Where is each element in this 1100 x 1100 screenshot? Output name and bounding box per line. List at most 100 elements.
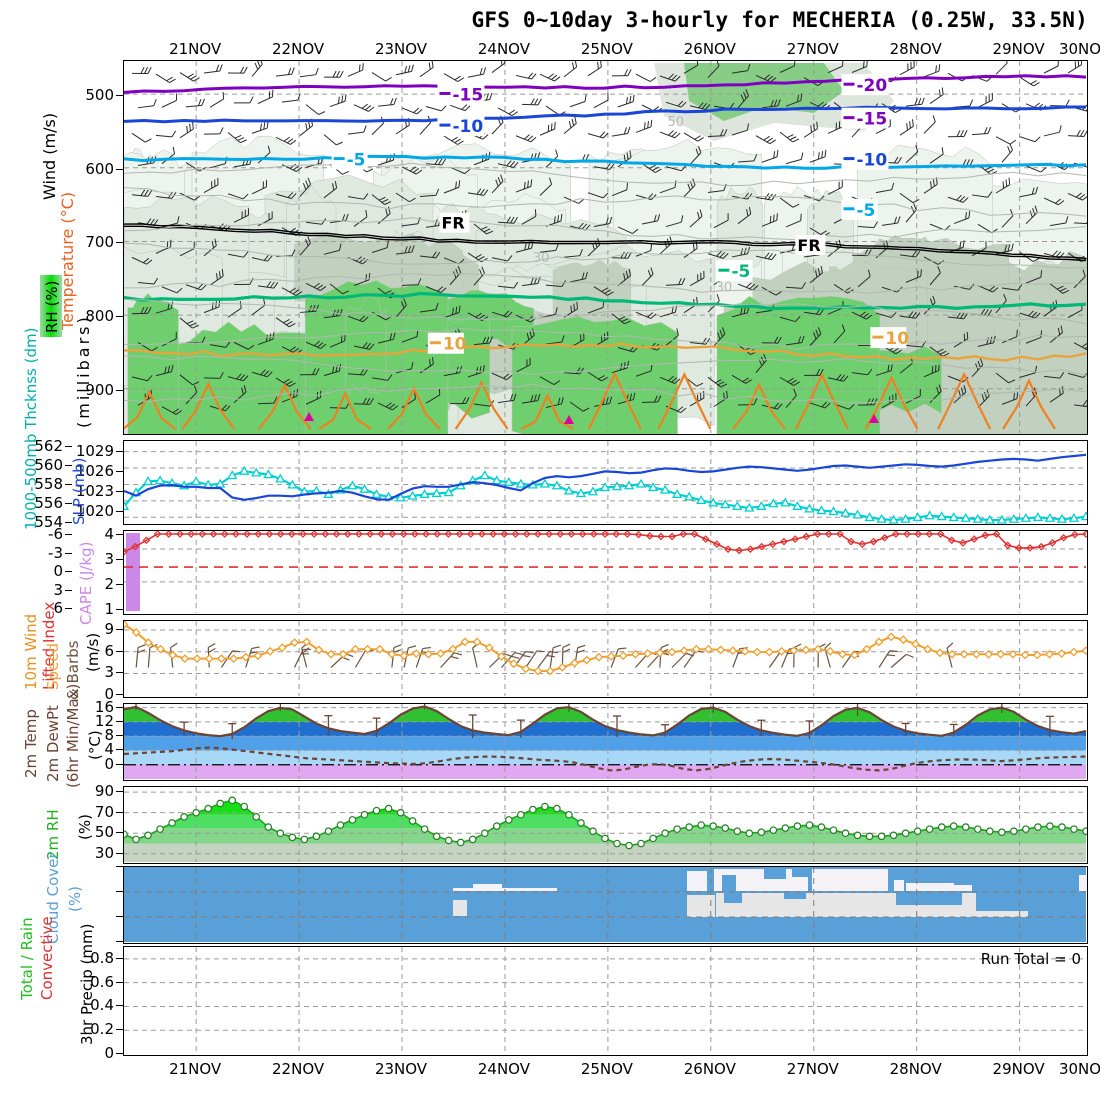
axis-tick: 0	[104, 684, 114, 703]
upper-air-caption-rh: RH (%)	[40, 275, 62, 337]
axis-tick: 8	[104, 726, 114, 745]
date-tick-24nov: 24NOV	[477, 1060, 530, 1078]
upper-air-y-ticks: 500 600 700 800 900	[0, 62, 123, 434]
date-tick-21nov: 21NOV	[169, 1060, 222, 1078]
date-tick-23nov: 23NOV	[374, 40, 428, 58]
date-tick-25nov: 25NOV	[580, 1060, 633, 1078]
axis-tick: 560	[34, 456, 63, 474]
top-date-axis: 21NOV 22NOV 23NOV 24NOV 25NOV 26NOV 27NOV 28NOV…	[123, 40, 1100, 58]
cloud-cover-y-caption: (%)	[66, 886, 84, 912]
precip-y-ticks: 0.8 0.6 0.4 0.2 0	[0, 946, 123, 1062]
svg-text:30: 30	[716, 281, 733, 296]
slp-caption: SLP (mb)	[70, 457, 88, 525]
svg-text:-20: -20	[857, 76, 888, 96]
precip-y-caption: 3hr Precip (mm)	[78, 923, 96, 1045]
svg-text:10: 10	[443, 335, 467, 355]
upper-air-caption-wind: Wind (m/s)	[40, 112, 59, 200]
date-tick-21nov: 21NOV	[169, 40, 222, 58]
svg-text:10: 10	[885, 329, 909, 349]
minmax-caption: (6hr Min/Max)	[64, 683, 82, 788]
thickness-caption: 1000-500mb Thcknss (dm)	[22, 327, 40, 530]
date-tick-26nov: 26NOV	[683, 40, 736, 58]
svg-text:-5: -5	[731, 262, 750, 282]
axis-tick: 2	[104, 575, 114, 593]
axis-tick: 0	[104, 1044, 114, 1062]
cloud-row-tick	[116, 866, 123, 867]
axis-tick: 558	[34, 475, 63, 493]
axis-tick: 6	[53, 599, 63, 617]
svg-text:-10: -10	[857, 151, 888, 171]
upper-air-panel[interactable]: -15 -10 -5 -20 -15 -10 -5 -5 10 10 FR FR 30 30 50	[123, 60, 1088, 435]
wind-caption-label: 10m Wind	[22, 613, 40, 690]
axis-tick: 50	[94, 823, 114, 842]
temp-dewpt-panel[interactable]	[123, 703, 1088, 781]
axis-tick: 0.6	[90, 972, 114, 991]
axis-tick: 1029	[75, 442, 114, 460]
svg-text:FR: FR	[797, 236, 820, 255]
date-tick-28nov: 28NOV	[889, 1060, 942, 1078]
date-tick-30nov: 30NOV	[1058, 1060, 1100, 1078]
svg-text:FR: FR	[441, 214, 464, 233]
cloud-cover-panel[interactable]	[123, 866, 1088, 944]
wind-caption-speed: Speed	[44, 642, 62, 690]
svg-text:-5: -5	[347, 151, 366, 171]
axis-tick: 30	[94, 843, 114, 862]
precip-total-caption: Total / Rain	[18, 917, 36, 1000]
page-title: GFS 0~10day 3-hourly for MECHERIA (0.25W…	[471, 8, 1088, 32]
wind-10m-panel[interactable]	[123, 620, 1088, 698]
svg-text:50: 50	[668, 115, 685, 130]
thickness-y-ticks: 562 560 558 556 554	[0, 437, 72, 531]
axis-tick: 0	[53, 562, 63, 580]
axis-tick: 0.4	[90, 996, 114, 1015]
axis-tick: -3	[48, 543, 63, 562]
wind-y-ticks: 9 6 3 0	[0, 620, 123, 703]
axis-tick: 1023	[75, 482, 114, 500]
axis-tick: 556	[34, 494, 63, 512]
svg-text:-15: -15	[857, 110, 888, 130]
date-tick-22nov: 22NOV	[272, 1060, 325, 1078]
svg-text:30: 30	[533, 251, 550, 266]
cape-caption: CAPE (J/kg)	[77, 541, 95, 625]
cloud-row-tick	[116, 916, 123, 917]
axis-tick: 900	[85, 380, 114, 399]
upper-air-y-caption: (millibars)	[74, 314, 93, 428]
axis-tick: 0.2	[90, 1020, 114, 1039]
temp-y-ticks: 16 12 8 4 0	[0, 698, 123, 778]
cape-li-panel[interactable]	[123, 530, 1088, 615]
slp-thickness-panel[interactable]	[123, 440, 1088, 525]
dewpt-caption: 2m DewPt	[44, 705, 62, 782]
date-tick-28nov: 28NOV	[889, 40, 942, 58]
axis-tick: 4	[104, 525, 114, 543]
axis-tick: 0.8	[90, 948, 114, 967]
date-tick-24nov: 24NOV	[477, 40, 530, 58]
temp-y-caption: (°C)	[86, 730, 104, 760]
date-tick-30nov: 30NOV	[1058, 40, 1100, 58]
svg-text:-10: -10	[452, 117, 483, 137]
axis-tick: 0	[104, 754, 114, 773]
bottom-date-axis: 21NOV 22NOV 23NOV 24NOV 25NOV 26NOV 27NOV 28NOV…	[123, 1060, 1100, 1078]
axis-tick: 554	[34, 513, 63, 531]
lifted-index-y-ticks: -6 -3 0 3 6	[0, 525, 72, 617]
date-tick-27nov: 27NOV	[786, 40, 839, 58]
axis-tick: 700	[85, 233, 114, 252]
cloud-row-tick	[116, 941, 123, 942]
axis-tick: 800	[85, 307, 114, 326]
precip-convective-caption: Convective	[38, 916, 56, 1000]
date-tick-29nov: 29NOV	[992, 1060, 1045, 1078]
axis-tick: 3	[104, 550, 114, 568]
axis-tick: 12	[94, 711, 114, 730]
axis-tick: 1	[104, 600, 114, 618]
rh-y-ticks: 90 70 50 30	[0, 782, 123, 862]
axis-tick: 3	[53, 580, 63, 599]
cape-y-ticks: 4 3 2 1	[0, 525, 123, 618]
wind-y-caption: (m/s)	[84, 632, 102, 672]
axis-tick: 562	[34, 437, 63, 455]
axis-tick: 16	[94, 697, 114, 716]
axis-tick: 70	[94, 802, 114, 821]
rh-2m-panel[interactable]	[123, 786, 1088, 864]
date-tick-22nov: 22NOV	[272, 40, 325, 58]
run-total-annotation: Run Total = 0	[980, 950, 1081, 968]
axis-tick: 4	[104, 740, 114, 759]
rh-2m-y-caption: (%)	[76, 814, 94, 840]
precip-panel[interactable]: Run Total = 0	[123, 946, 1088, 1056]
